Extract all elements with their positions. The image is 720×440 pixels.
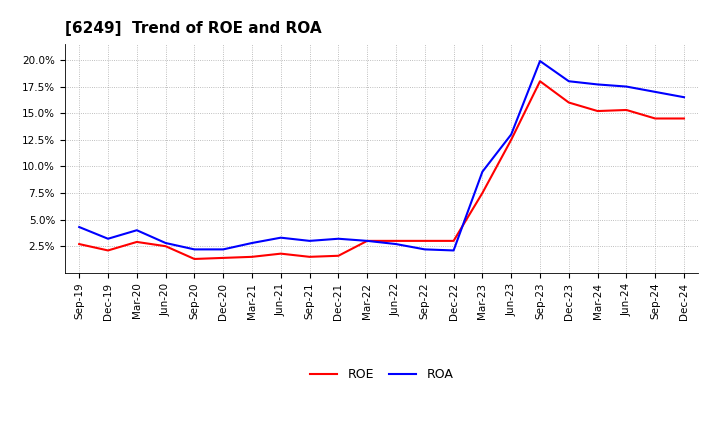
Line: ROA: ROA [79,61,684,250]
ROE [478,191,487,196]
ROA [104,236,112,242]
Text: [6249]  Trend of ROE and ROA: [6249] Trend of ROE and ROA [65,21,321,36]
ROA [161,240,170,246]
ROE [161,244,170,249]
ROE [622,107,631,113]
ROE [507,137,516,143]
ROA [392,242,400,247]
ROA [593,82,602,87]
ROE [363,238,372,243]
ROE [680,116,688,121]
ROE [305,254,314,260]
ROA [75,224,84,230]
ROE [420,238,429,243]
ROE [75,242,84,247]
ROA [248,240,256,246]
ROA [363,238,372,243]
ROE [392,238,400,243]
ROA [536,59,544,64]
ROE [219,255,228,260]
ROE [248,254,256,260]
ROE [190,257,199,262]
ROA [651,89,660,95]
ROE [104,248,112,253]
ROE [334,253,343,258]
ROA [190,247,199,252]
ROA [622,84,631,89]
ROA [334,236,343,242]
Line: ROE: ROE [79,81,684,259]
ROA [564,79,573,84]
ROE [132,239,141,245]
ROA [449,248,458,253]
ROA [680,95,688,100]
ROE [593,108,602,114]
ROA [305,238,314,243]
ROE [536,79,544,84]
ROA [478,169,487,174]
ROA [219,247,228,252]
ROE [564,100,573,105]
ROE [651,116,660,121]
ROA [132,227,141,233]
Legend: ROE, ROA: ROE, ROA [305,363,459,385]
ROA [276,235,285,240]
ROA [420,247,429,252]
ROE [276,251,285,256]
ROA [507,132,516,137]
ROE [449,238,458,243]
